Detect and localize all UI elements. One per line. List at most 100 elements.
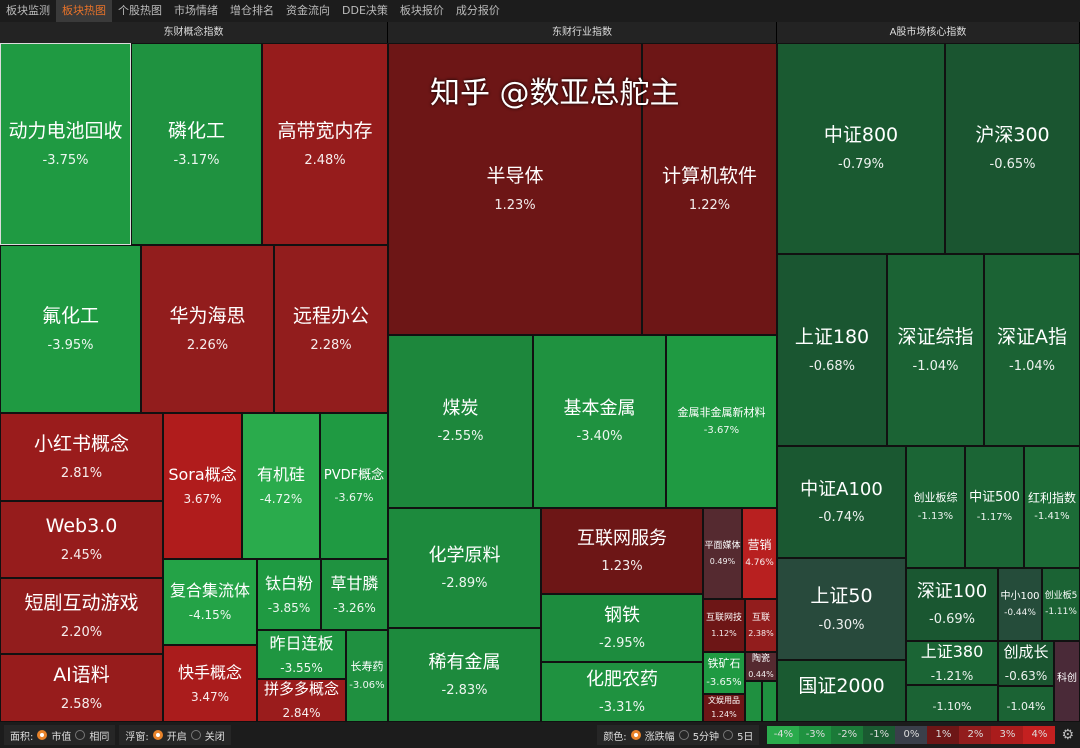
tab-6[interactable]: DDE决策: [342, 4, 388, 17]
heatmap-tile[interactable]: [762, 681, 777, 722]
heatmap-tile[interactable]: 氟化工 -3.95%: [0, 245, 141, 413]
heatmap-tile[interactable]: 互联网技 1.12%: [703, 599, 745, 652]
tile-change: -3.26%: [333, 600, 376, 615]
heatmap-tile[interactable]: 半导体 1.23%: [388, 43, 642, 335]
tile-change: -1.04%: [1009, 358, 1055, 374]
legend-swatch: -4%: [767, 726, 800, 744]
tab-2[interactable]: 个股热图: [118, 4, 162, 17]
tab-1[interactable]: 板块热图: [56, 0, 112, 22]
area-radio-0[interactable]: [37, 730, 48, 740]
color-label: 颜色:: [603, 731, 627, 743]
tab-0[interactable]: 板块监测: [6, 4, 50, 17]
heatmap-tile[interactable]: 中证500 -1.17%: [965, 446, 1024, 568]
heatmap-tile[interactable]: 磷化工 -3.17%: [131, 43, 262, 245]
heatmap-tile[interactable]: AI语料 2.58%: [0, 654, 163, 722]
float-radio-0[interactable]: [152, 730, 163, 740]
tile-change: -4.15%: [188, 608, 232, 623]
heatmap-tile[interactable]: 复合集流体 -4.15%: [163, 559, 257, 645]
heatmap-tile[interactable]: 中小100 -0.44%: [998, 568, 1042, 641]
heatmap-tile[interactable]: 深证综指 -1.04%: [887, 254, 984, 446]
bottom-toolbar: 面积: 市值 相同 浮窗: 开启 关闭 颜色: 涨跌幅 5分钟 5日 -4% -3% -2% -1% 0% 1…: [0, 722, 1080, 748]
heatmap-tile[interactable]: -1.10%: [906, 685, 998, 722]
heatmap-tile[interactable]: 红利指数 -1.41%: [1024, 446, 1080, 568]
heatmap-tile[interactable]: -1.04%: [998, 686, 1054, 722]
tile-name: 钛白粉: [264, 573, 313, 593]
heatmap-tile[interactable]: 上证50 -0.30%: [777, 558, 906, 660]
tile-change: 0.44%: [748, 669, 774, 679]
heatmap-tile[interactable]: 煤炭 -2.55%: [388, 335, 533, 508]
heatmap-tile[interactable]: 创业板5 -1.11%: [1042, 568, 1080, 641]
heatmap-tile[interactable]: 互联网服务 1.23%: [541, 508, 703, 594]
heatmap-tile[interactable]: 钛白粉 -3.85%: [257, 559, 321, 630]
tile-change: -0.79%: [838, 157, 884, 173]
tab-7[interactable]: 板块报价: [399, 4, 444, 17]
heatmap-tile[interactable]: 昨日连板 -3.55%: [257, 630, 346, 679]
heatmap-tile[interactable]: 创业板综 -1.13%: [906, 446, 965, 568]
heatmap-tile[interactable]: Web3.0 2.45%: [0, 501, 163, 578]
color-radio-1[interactable]: [678, 730, 689, 740]
heatmap-tile[interactable]: 创成长 -0.63%: [998, 641, 1054, 686]
color-radio-0[interactable]: [630, 730, 641, 740]
tile-change: -3.67%: [703, 425, 740, 437]
heatmap-tile[interactable]: 快手概念 3.47%: [163, 645, 257, 722]
heatmap-tile[interactable]: 钢铁 -2.95%: [541, 594, 703, 662]
float-radio-1[interactable]: [190, 730, 201, 740]
tile-name: 铁矿石: [707, 657, 741, 671]
heatmap-tile[interactable]: 高带宽内存 2.48%: [262, 43, 388, 245]
heatmap-tile[interactable]: 动力电池回收 -3.75%: [0, 43, 131, 245]
heatmap-tile[interactable]: 远程办公 2.28%: [274, 245, 388, 413]
tile-change: 4.76%: [745, 558, 774, 569]
tab-8[interactable]: 成分报价: [455, 4, 500, 17]
tab-4[interactable]: 增仓排名: [230, 4, 274, 17]
heatmap-tile[interactable]: [745, 681, 762, 722]
heatmap-tile[interactable]: 化学原料 -2.89%: [388, 508, 541, 628]
heatmap-tile[interactable]: 长寿药 -3.06%: [346, 630, 388, 722]
heatmap-tile[interactable]: 小红书概念 2.81%: [0, 413, 163, 501]
tile-name: 快手概念: [177, 662, 242, 682]
tile-name: 化学原料: [428, 544, 501, 566]
heatmap-tile[interactable]: 有机硅 -4.72%: [242, 413, 320, 559]
color-radio-2[interactable]: [723, 730, 734, 740]
area-option[interactable]: 相同: [89, 731, 110, 743]
legend-swatch: 2%: [959, 726, 992, 744]
heatmap-tile[interactable]: 上证180 -0.68%: [777, 254, 887, 446]
heatmap-tile[interactable]: 中证A100 -0.74%: [777, 446, 906, 558]
tile-name: 互联: [751, 612, 770, 623]
color-option[interactable]: 5分钟: [692, 731, 720, 743]
heatmap-tile[interactable]: 营销 4.76%: [742, 508, 777, 599]
heatmap-tile[interactable]: 上证380 -1.21%: [906, 641, 998, 685]
heatmap-tile[interactable]: 计算机软件 1.22%: [642, 43, 777, 335]
heatmap-tile[interactable]: 拼多多概念 2.84%: [257, 679, 346, 722]
heatmap-tile[interactable]: Sora概念 3.67%: [163, 413, 242, 559]
legend-swatch: 1%: [927, 726, 960, 744]
heatmap-tile[interactable]: 金属非金属新材料 -3.67%: [666, 335, 777, 508]
tab-5[interactable]: 资金流向: [286, 4, 330, 17]
heatmap-tile[interactable]: 中证800 -0.79%: [777, 43, 945, 254]
heatmap-tile[interactable]: 深证A指 -1.04%: [984, 254, 1080, 446]
heatmap-tile[interactable]: 陶瓷 0.44%: [745, 652, 777, 681]
tile-change: -2.55%: [437, 429, 484, 444]
color-option[interactable]: 涨跌幅: [644, 731, 675, 743]
area-option[interactable]: 市值: [51, 731, 72, 743]
heatmap-tile[interactable]: 基本金属 -3.40%: [533, 335, 666, 508]
heatmap-tile[interactable]: 科创: [1054, 641, 1080, 722]
heatmap-tile[interactable]: 国证2000: [777, 660, 906, 722]
heatmap-tile[interactable]: 平面媒体 0.49%: [703, 508, 742, 599]
heatmap-tile[interactable]: 沪深300 -0.65%: [945, 43, 1080, 254]
heatmap-tile[interactable]: 铁矿石 -3.65%: [703, 652, 745, 694]
float-option[interactable]: 开启: [166, 731, 187, 743]
heatmap-tile[interactable]: 文娱用品 1.24%: [703, 694, 745, 722]
heatmap-tile[interactable]: PVDF概念 -3.67%: [320, 413, 388, 559]
float-option[interactable]: 关闭: [204, 731, 225, 743]
heatmap-tile[interactable]: 草甘膦 -3.26%: [321, 559, 388, 630]
area-radio-1[interactable]: [75, 730, 86, 740]
heatmap-tile[interactable]: 华为海思 2.26%: [141, 245, 274, 413]
heatmap-tile[interactable]: 短剧互动游戏 2.20%: [0, 578, 163, 654]
heatmap-tile[interactable]: 稀有金属 -2.83%: [388, 628, 541, 722]
heatmap-tile[interactable]: 化肥农药 -3.31%: [541, 662, 703, 722]
color-option[interactable]: 5日: [737, 731, 754, 743]
tab-3[interactable]: 市场情绪: [174, 4, 218, 17]
heatmap-tile[interactable]: 互联 2.38%: [745, 599, 777, 652]
gear-icon[interactable]: ⚙: [1061, 727, 1074, 743]
heatmap-tile[interactable]: 深证100 -0.69%: [906, 568, 998, 641]
